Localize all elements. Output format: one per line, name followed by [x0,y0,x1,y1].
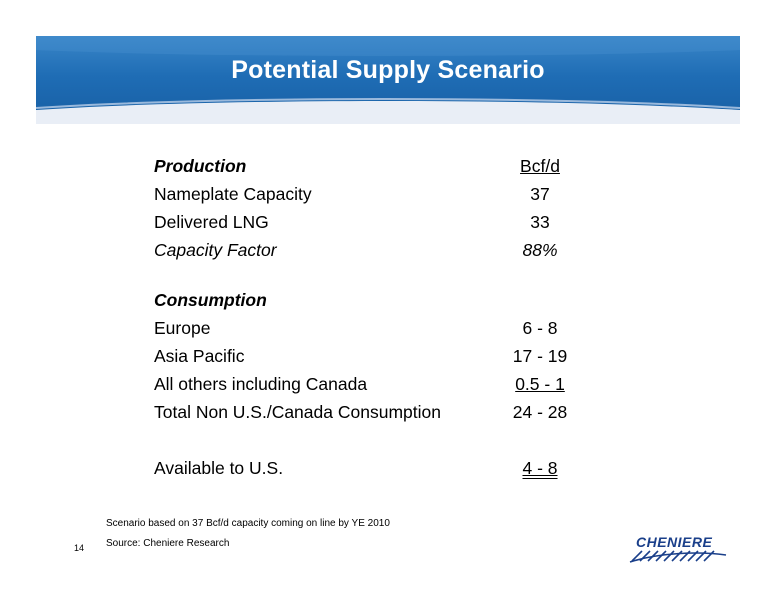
logo-text: CHENIERE [636,534,713,550]
supply-table: Production Bcf/d Nameplate Capacity 37 D… [154,152,584,482]
table-row: Nameplate Capacity 37 [154,180,584,208]
available-label: Available to U.S. [154,458,284,478]
logo-swoosh-icon [629,550,727,563]
row-label: Total Non U.S./Canada Consumption [154,402,441,422]
source-footnote: Source: Cheniere Research [106,538,230,549]
consumption-header-row: Consumption [154,286,584,314]
row-label: Nameplate Capacity [154,184,312,204]
table-row: Total Non U.S./Canada Consumption 24 - 2… [154,398,584,426]
row-label: Delivered LNG [154,212,269,232]
consumption-heading: Consumption [154,290,267,310]
production-header-row: Production Bcf/d [154,152,584,180]
available-row: Available to U.S. 4 - 8 [154,454,584,482]
row-value: 6 - 8 [522,318,558,338]
available-value: 4 - 8 [522,458,558,478]
title-banner: Potential Supply Scenario [36,36,740,124]
scenario-footnote: Scenario based on 37 Bcf/d capacity comi… [106,518,390,529]
row-value: 0.5 - 1 [515,374,565,394]
row-label: Capacity Factor [154,240,277,260]
page-number: 14 [74,543,85,553]
row-value: 88% [522,240,558,260]
table-row: Capacity Factor 88% [154,236,584,264]
table-row: All others including Canada 0.5 - 1 [154,370,584,398]
row-value: 24 - 28 [512,402,568,422]
slide-title: Potential Supply Scenario [231,56,545,84]
row-label: Europe [154,318,211,338]
row-value: 17 - 19 [512,346,568,366]
table-row: Asia Pacific 17 - 19 [154,342,584,370]
cheniere-logo: CHENIERE [628,534,728,564]
production-heading: Production [154,156,247,176]
row-value: 33 [530,212,550,232]
row-label: All others including Canada [154,374,368,394]
row-value: 37 [530,184,550,204]
table-row: Delivered LNG 33 [154,208,584,236]
table-row: Europe 6 - 8 [154,314,584,342]
row-label: Asia Pacific [154,346,245,366]
unit-header: Bcf/d [520,156,560,176]
banner-wave-decoration [36,36,740,124]
